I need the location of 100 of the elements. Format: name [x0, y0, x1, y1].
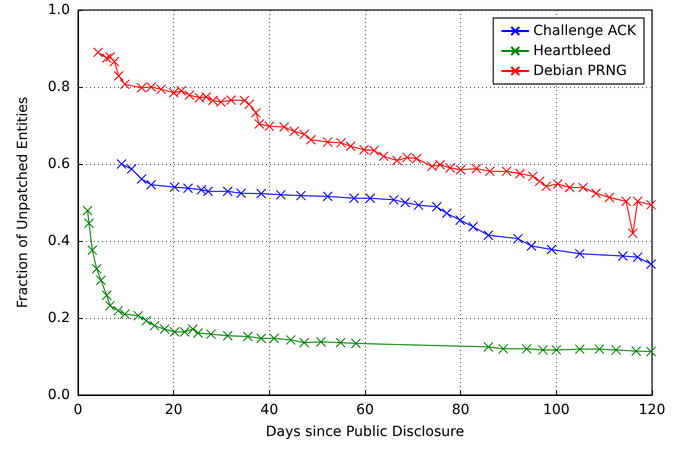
point [468, 222, 478, 232]
point [120, 309, 130, 320]
point [194, 92, 204, 103]
legend-label: Debian PRNG [533, 63, 627, 79]
point [445, 162, 456, 173]
point [646, 200, 656, 210]
point [203, 186, 214, 196]
point [432, 202, 442, 212]
point [93, 47, 104, 58]
point [146, 82, 156, 92]
point [414, 200, 424, 210]
point [646, 259, 656, 270]
point [102, 53, 112, 64]
point [498, 344, 508, 354]
point [359, 144, 370, 155]
point [216, 97, 226, 108]
point [150, 320, 160, 331]
point [369, 146, 380, 156]
x-axis-title: Days since Public Disclosure [266, 424, 464, 440]
point [350, 338, 361, 348]
y-tick-label: 0.4 [48, 233, 70, 249]
point [456, 164, 466, 175]
point [552, 179, 563, 190]
point [114, 70, 124, 81]
point [176, 86, 186, 96]
y-tick-label: 1.0 [48, 2, 70, 18]
point [513, 234, 524, 244]
point [534, 176, 545, 186]
point [646, 346, 656, 356]
point [206, 329, 216, 340]
point [105, 300, 116, 311]
y-tick-label: 0.8 [48, 79, 70, 95]
point [160, 324, 170, 334]
point [264, 121, 274, 132]
point [402, 152, 412, 162]
point [184, 90, 194, 100]
point [574, 344, 585, 354]
point [133, 310, 144, 321]
point [336, 138, 346, 148]
point [502, 166, 512, 176]
point [201, 92, 212, 102]
point [102, 290, 112, 300]
point [546, 244, 557, 254]
point [306, 134, 316, 145]
y-axis-title: Fraction of Unpatched Entities [15, 96, 31, 308]
point [84, 218, 94, 228]
point [105, 52, 116, 62]
point [528, 171, 538, 182]
point [156, 84, 166, 94]
point [222, 330, 233, 341]
legend-label: Heartbleed [533, 43, 612, 59]
point [631, 346, 642, 356]
point [242, 331, 253, 342]
point [170, 182, 180, 192]
point [113, 306, 124, 316]
point [141, 316, 152, 326]
point [299, 129, 310, 140]
y-tick-label: 0.2 [48, 310, 70, 326]
point [276, 190, 286, 200]
point [256, 188, 266, 199]
point [378, 151, 389, 162]
point [632, 252, 643, 262]
point [400, 198, 410, 208]
point [254, 118, 264, 129]
point [168, 88, 179, 98]
point [188, 324, 198, 334]
point [136, 82, 147, 93]
point [522, 344, 532, 354]
x-tick-label: 40 [260, 402, 278, 418]
point [244, 99, 254, 110]
point [322, 137, 333, 148]
point [483, 342, 494, 352]
x-tick-label: 100 [542, 402, 570, 418]
point [92, 264, 102, 274]
point [296, 190, 306, 201]
point [96, 275, 106, 286]
point [226, 95, 236, 106]
point [299, 338, 310, 348]
point [541, 181, 552, 192]
point [289, 126, 300, 136]
point [455, 215, 466, 226]
point [435, 160, 446, 170]
point [574, 248, 585, 259]
point [196, 184, 206, 195]
point [250, 108, 261, 118]
point [120, 79, 130, 90]
x-tick-label: 0 [74, 402, 82, 418]
point [136, 174, 147, 184]
point [193, 328, 204, 338]
point [442, 208, 452, 218]
point [236, 188, 246, 198]
point [526, 241, 536, 252]
point [471, 164, 482, 174]
legend-label: Challenge ACK [533, 23, 637, 39]
point [484, 166, 495, 176]
point [126, 164, 137, 174]
point [286, 334, 296, 345]
point [269, 333, 280, 344]
point [628, 228, 638, 238]
point [388, 194, 399, 205]
